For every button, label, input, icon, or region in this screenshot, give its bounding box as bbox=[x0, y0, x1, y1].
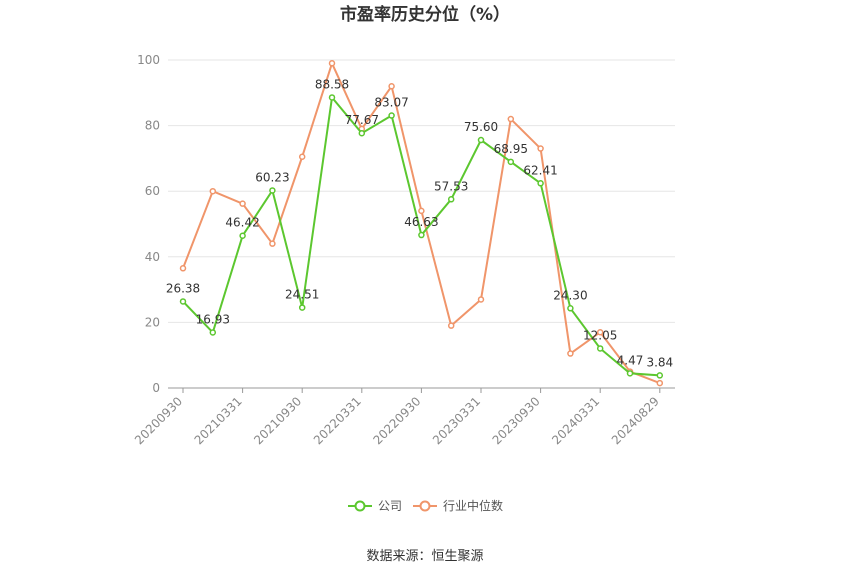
x-tick-label: 20240829 bbox=[609, 394, 662, 447]
data-point[interactable] bbox=[567, 305, 574, 312]
data-point[interactable] bbox=[477, 296, 485, 303]
legend-item-company[interactable]: 公司 bbox=[348, 499, 402, 513]
data-point[interactable] bbox=[626, 370, 634, 377]
data-label: 24.51 bbox=[285, 288, 319, 302]
data-label: 83.07 bbox=[374, 96, 408, 110]
y-axis: 0 20 40 60 80 100 bbox=[137, 53, 160, 395]
data-point[interactable] bbox=[328, 60, 336, 67]
data-point[interactable] bbox=[328, 94, 336, 101]
y-tick-label: 100 bbox=[137, 53, 160, 67]
data-point[interactable] bbox=[388, 112, 395, 119]
series-company bbox=[179, 94, 664, 379]
y-tick-label: 80 bbox=[145, 119, 160, 133]
y-tick-label: 40 bbox=[145, 250, 160, 264]
data-label: 60.23 bbox=[255, 170, 289, 184]
data-point[interactable] bbox=[447, 196, 455, 203]
data-label: 4.47 bbox=[617, 353, 644, 367]
x-tick-label: 20240331 bbox=[549, 394, 602, 447]
data-point[interactable] bbox=[298, 304, 306, 311]
x-tick-label: 20220331 bbox=[311, 394, 364, 447]
y-tick-label: 0 bbox=[152, 381, 160, 395]
x-axis: 20200930 20210331 20210930 20220331 20220930… bbox=[132, 388, 662, 447]
data-label: 12.05 bbox=[583, 328, 617, 342]
data-point[interactable] bbox=[358, 129, 366, 137]
legend-label: 行业中位数 bbox=[443, 498, 503, 513]
data-label: 62.41 bbox=[523, 163, 557, 177]
x-tick-label: 20210930 bbox=[251, 394, 304, 447]
legend-label: 公司 bbox=[378, 499, 402, 513]
data-label: 3.84 bbox=[646, 355, 673, 369]
data-point[interactable] bbox=[507, 115, 515, 123]
source-note: 数据来源：恒生聚源 bbox=[366, 549, 483, 564]
data-label: 88.58 bbox=[315, 77, 349, 91]
data-point[interactable] bbox=[269, 240, 276, 247]
data-label: 16.93 bbox=[196, 312, 230, 326]
data-point[interactable] bbox=[447, 322, 455, 329]
data-point[interactable] bbox=[656, 372, 664, 379]
series-industry-median bbox=[179, 60, 664, 387]
y-tick-label: 60 bbox=[145, 184, 160, 198]
data-point[interactable] bbox=[596, 345, 604, 352]
x-tick-label: 20230331 bbox=[430, 394, 483, 447]
data-point[interactable] bbox=[656, 379, 664, 387]
x-tick-label: 20210331 bbox=[192, 394, 245, 447]
chart-title: 市盈率历史分位（%） bbox=[340, 4, 510, 25]
data-point[interactable] bbox=[418, 231, 425, 239]
data-point[interactable] bbox=[298, 153, 306, 161]
x-tick-label: 20230930 bbox=[490, 394, 543, 447]
data-labels: 26.38 16.93 46.42 60.23 24.51 88.58 77.67 83.07… bbox=[166, 77, 673, 369]
data-point[interactable] bbox=[418, 207, 425, 215]
data-point[interactable] bbox=[537, 180, 544, 187]
data-label: 26.38 bbox=[166, 281, 200, 295]
data-point[interactable] bbox=[567, 350, 574, 357]
y-tick-label: 20 bbox=[145, 315, 160, 329]
data-point[interactable] bbox=[179, 298, 187, 305]
data-point[interactable] bbox=[596, 328, 604, 336]
data-label: 75.60 bbox=[464, 120, 498, 134]
data-point[interactable] bbox=[388, 82, 395, 90]
data-point[interactable] bbox=[209, 187, 217, 195]
data-label: 24.30 bbox=[553, 288, 587, 302]
data-point[interactable] bbox=[269, 187, 276, 194]
data-label: 46.63 bbox=[404, 215, 438, 229]
data-point[interactable] bbox=[179, 265, 187, 272]
data-point[interactable] bbox=[239, 232, 246, 239]
grid-lines bbox=[168, 59, 675, 389]
data-point[interactable] bbox=[507, 158, 515, 166]
data-point[interactable] bbox=[537, 145, 544, 152]
x-tick-label: 20220930 bbox=[370, 394, 423, 447]
legend-item-industry-median[interactable]: 行业中位数 bbox=[413, 498, 503, 513]
legend-swatch-marker bbox=[354, 500, 366, 512]
data-label: 77.67 bbox=[345, 113, 379, 127]
data-label: 68.95 bbox=[494, 142, 528, 156]
data-label: 57.53 bbox=[434, 179, 468, 193]
legend-swatch-marker bbox=[419, 500, 431, 512]
legend[interactable]: 公司 行业中位数 bbox=[348, 498, 503, 513]
data-point[interactable] bbox=[209, 329, 217, 336]
data-point[interactable] bbox=[239, 200, 246, 207]
series-lines bbox=[179, 60, 664, 387]
x-tick-label: 20200930 bbox=[132, 394, 185, 447]
data-label: 46.42 bbox=[225, 216, 259, 230]
data-point[interactable] bbox=[477, 136, 485, 144]
